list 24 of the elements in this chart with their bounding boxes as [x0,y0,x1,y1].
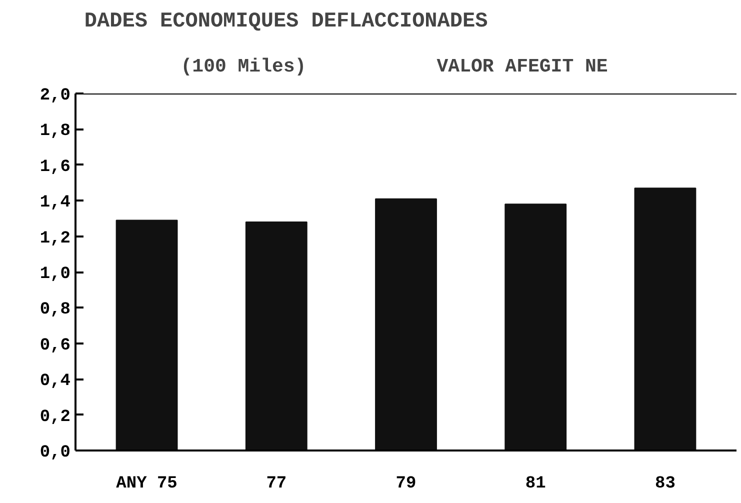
y-tick-label: 0,8 [40,300,71,320]
x-tick-label: 81 [525,474,546,494]
bar [116,220,178,450]
y-tick-label: 0,4 [40,372,71,392]
chart-subtitle: VALOR AFEGIT NE [436,56,608,78]
x-tick-label: 83 [655,474,676,494]
y-tick-label: 0,2 [40,408,71,427]
chart-title: DADES ECONOMIQUES DEFLACCIONADES [84,10,488,34]
x-tick-label: 79 [396,474,416,494]
y-tick-label: 2,0 [40,86,71,106]
y-tick-label: 1,8 [40,122,71,142]
x-tick-label: ANY 75 [116,474,178,494]
x-tick-label: 77 [266,474,287,494]
bar [504,204,567,450]
y-tick-label: 0,0 [40,444,71,462]
y-tick-label: 1,2 [40,229,71,248]
y-tick-label: 1,0 [40,265,71,284]
bar [634,188,696,450]
y-axis-title: (100 Miles) [180,56,306,78]
y-tick-label: 1,6 [40,158,71,177]
bar [375,198,437,450]
y-tick-label: 0,6 [40,336,71,356]
y-tick-label: 1,4 [40,194,71,213]
bar [245,222,308,450]
